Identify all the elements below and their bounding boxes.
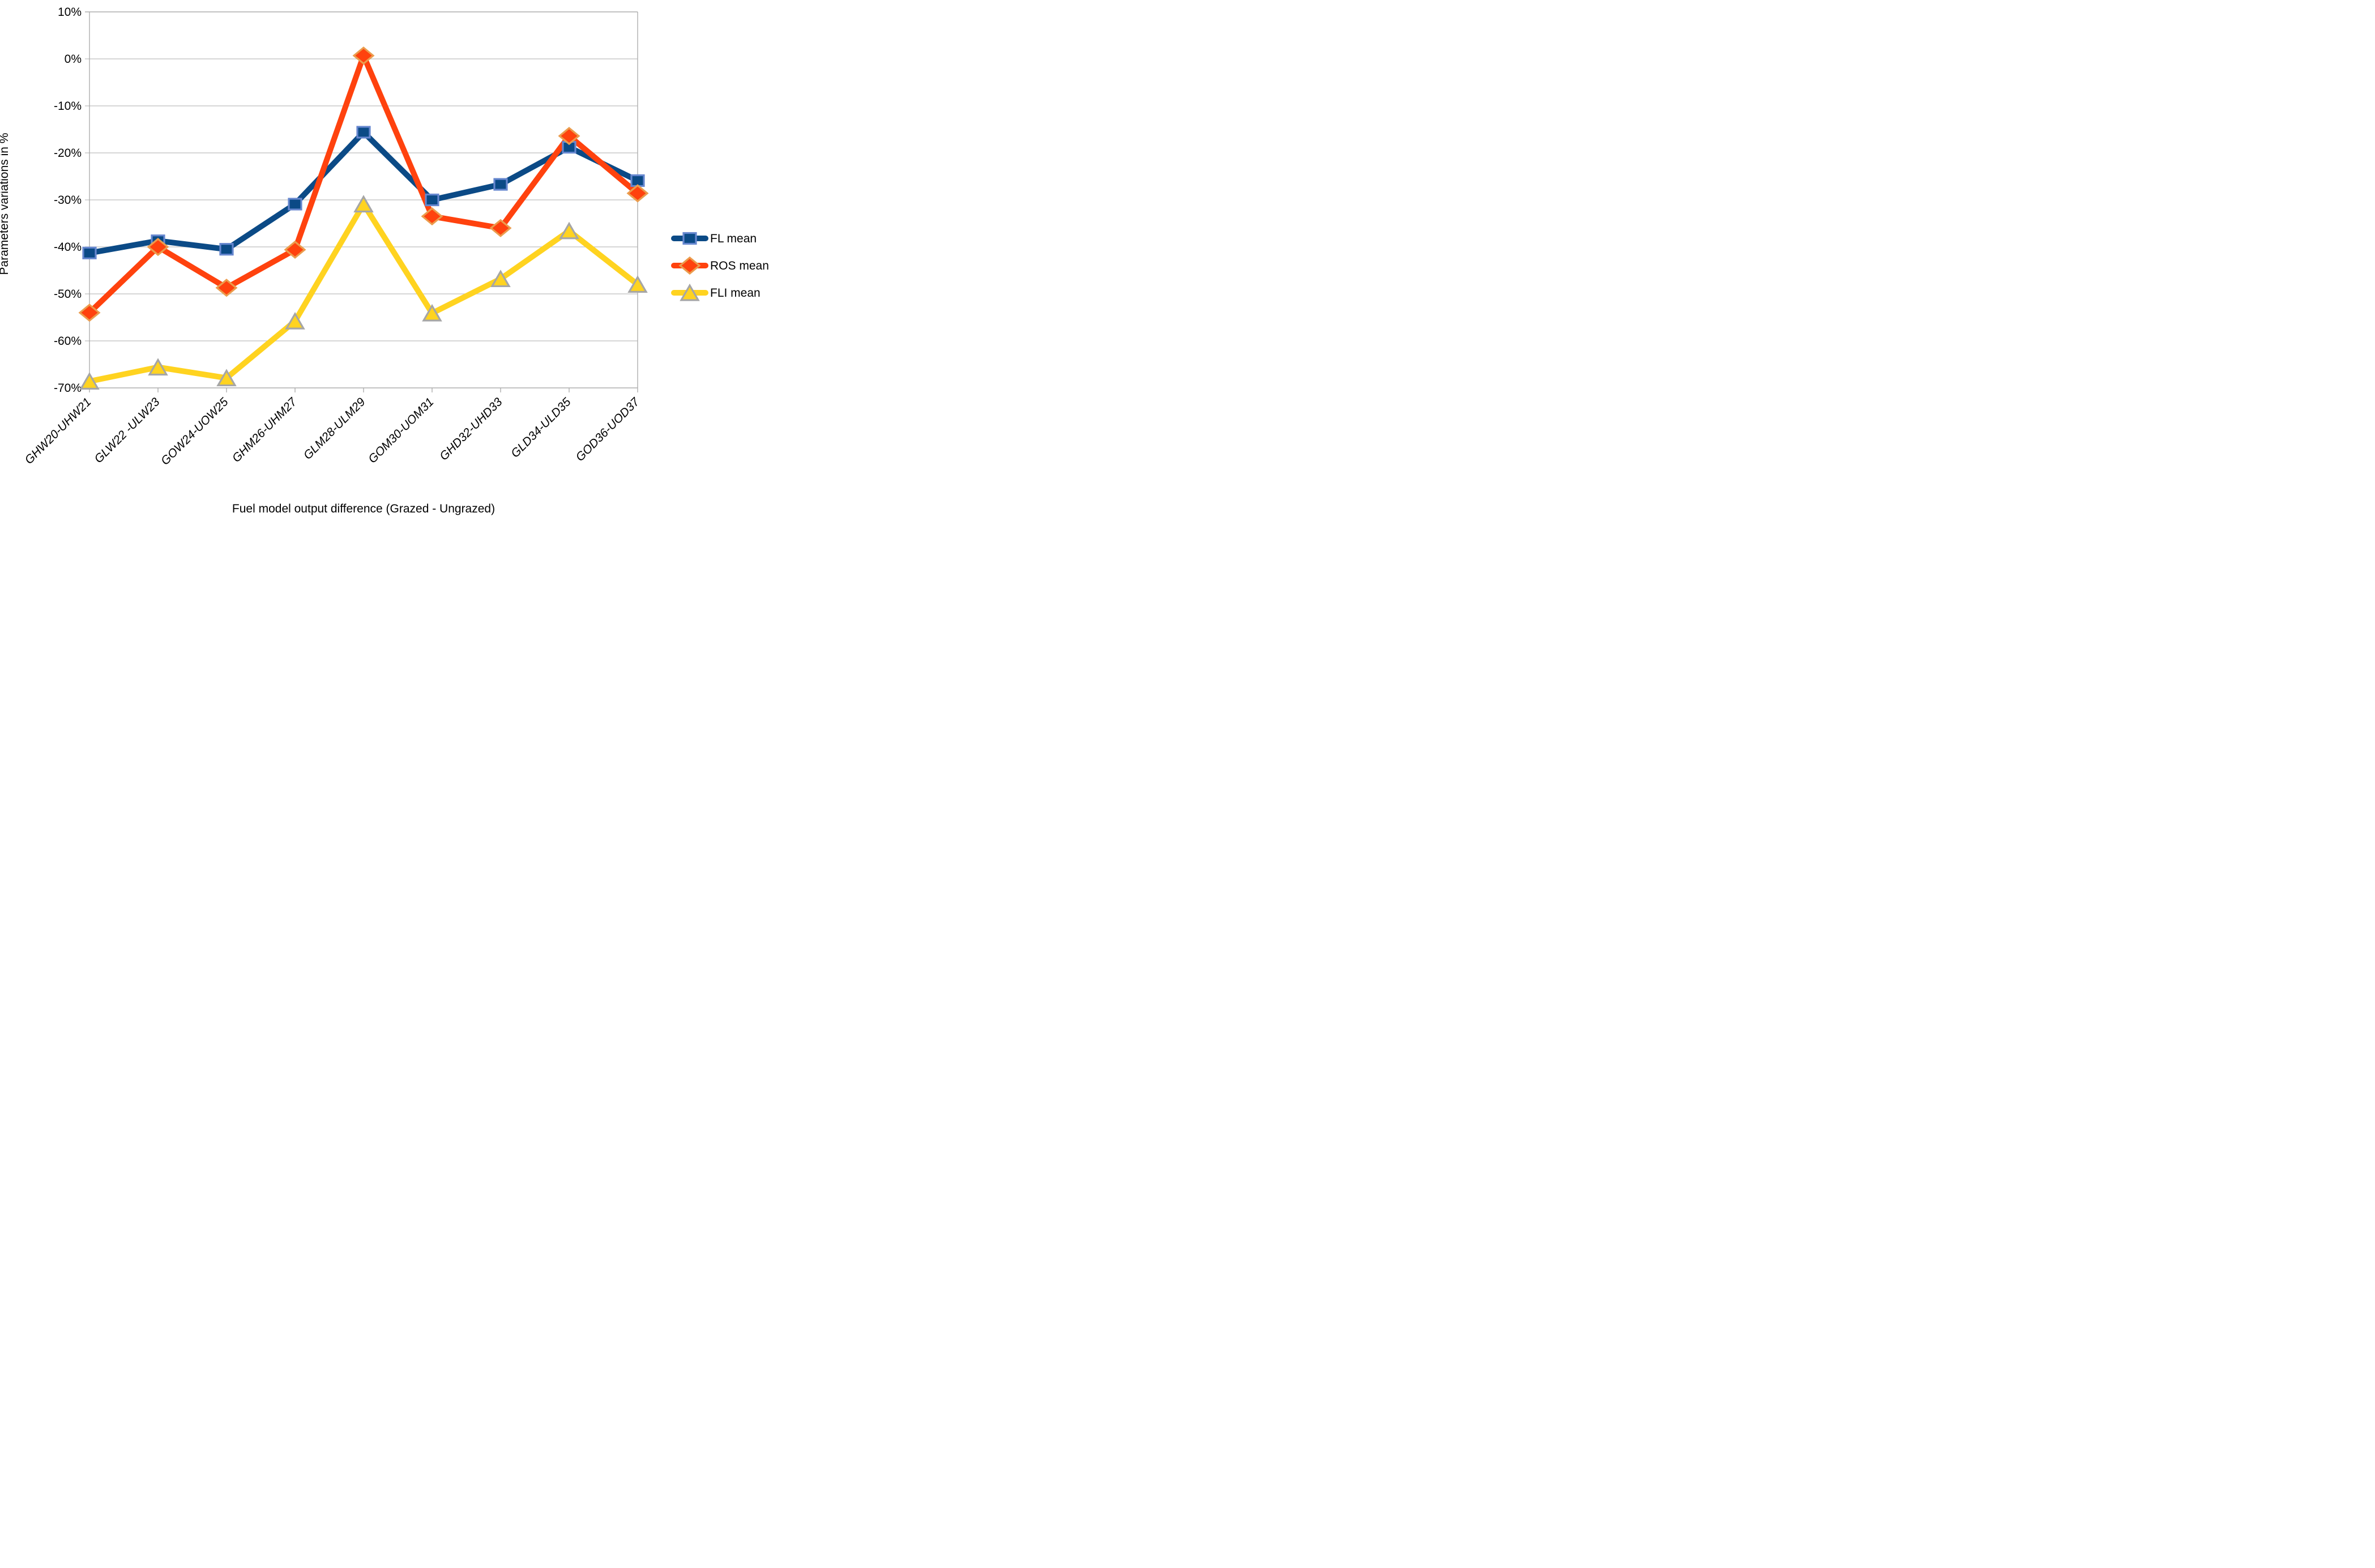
- axis-ticks: [89, 388, 638, 392]
- y-tick-label: 10%: [58, 6, 82, 19]
- x-category-label: GLD34-ULD35: [509, 395, 574, 460]
- y-tick-label: -30%: [54, 194, 82, 207]
- y-tick-label: -70%: [54, 382, 82, 395]
- data-point-marker: [558, 127, 580, 146]
- x-category-label: GHM26-UHM27: [230, 395, 300, 465]
- series-lines: [87, 53, 640, 384]
- y-tick-label: -50%: [54, 288, 82, 301]
- data-point-marker: [490, 270, 511, 288]
- x-category-label: GHD32-UHD33: [437, 395, 505, 463]
- data-point-marker: [682, 232, 697, 245]
- y-tick-label: -20%: [54, 147, 82, 160]
- x-category-label: GOD36-UOD37: [573, 395, 642, 464]
- line-chart: 10% 0% -10% -20% -30% -40% -50% -60% -70% GHW20-…: [0, 0, 792, 523]
- chart-canvas: 10% 0% -10% -20% -30% -40% -50% -60% -70% GHW20-…: [0, 6, 769, 515]
- y-tick-label: -60%: [54, 335, 82, 348]
- data-point-marker: [285, 311, 305, 330]
- data-point-marker: [82, 246, 97, 259]
- data-point-marker: [493, 178, 508, 191]
- data-point-marker: [148, 358, 168, 376]
- y-tick-labels: 10% 0% -10% -20% -30% -40% -50% -60% -70%: [54, 6, 82, 395]
- data-point-marker: [678, 256, 701, 275]
- y-axis-title: Parameters variations in %: [0, 133, 11, 275]
- data-point-marker: [425, 193, 439, 207]
- data-point-marker: [356, 126, 371, 139]
- data-point-marker: [627, 275, 648, 293]
- data-point-marker: [219, 243, 234, 256]
- data-point-marker: [489, 219, 512, 237]
- x-category-label: GOM30-UOM31: [366, 395, 436, 465]
- data-point-marker: [353, 195, 374, 213]
- x-category-label: GHW20-UHW21: [23, 395, 94, 467]
- x-axis-title: Fuel model output difference (Grazed - U…: [232, 502, 495, 515]
- series-markers: [78, 46, 649, 390]
- data-point-marker: [680, 283, 700, 301]
- data-point-marker: [352, 46, 375, 65]
- legend-label-ros-mean: ROS mean: [710, 259, 769, 272]
- legend: FL mean ROS mean FLI mean: [671, 232, 769, 301]
- series-line-fli-mean: [87, 201, 640, 384]
- data-point-marker: [626, 184, 649, 203]
- data-point-marker: [288, 198, 302, 211]
- x-category-label: GLW22 -ULW23: [92, 395, 162, 465]
- data-point-marker: [421, 207, 443, 226]
- data-point-marker: [147, 237, 169, 257]
- data-point-marker: [79, 372, 100, 390]
- x-category-label: GLM28-ULM29: [301, 395, 368, 462]
- y-tick-label: 0%: [65, 53, 82, 66]
- data-point-marker: [215, 279, 238, 297]
- data-point-marker: [216, 369, 237, 387]
- legend-label-fl-mean: FL mean: [710, 232, 757, 245]
- data-point-marker: [422, 304, 442, 322]
- y-tick-label: -10%: [54, 100, 82, 113]
- x-category-label: GOW24-UOW25: [159, 395, 231, 468]
- data-point-marker: [78, 304, 101, 322]
- y-tick-label: -40%: [54, 241, 82, 254]
- data-point-marker: [559, 221, 579, 240]
- data-point-marker: [284, 240, 306, 259]
- series-line-ros-mean: [87, 53, 640, 316]
- legend-label-fli-mean: FLI mean: [710, 287, 761, 300]
